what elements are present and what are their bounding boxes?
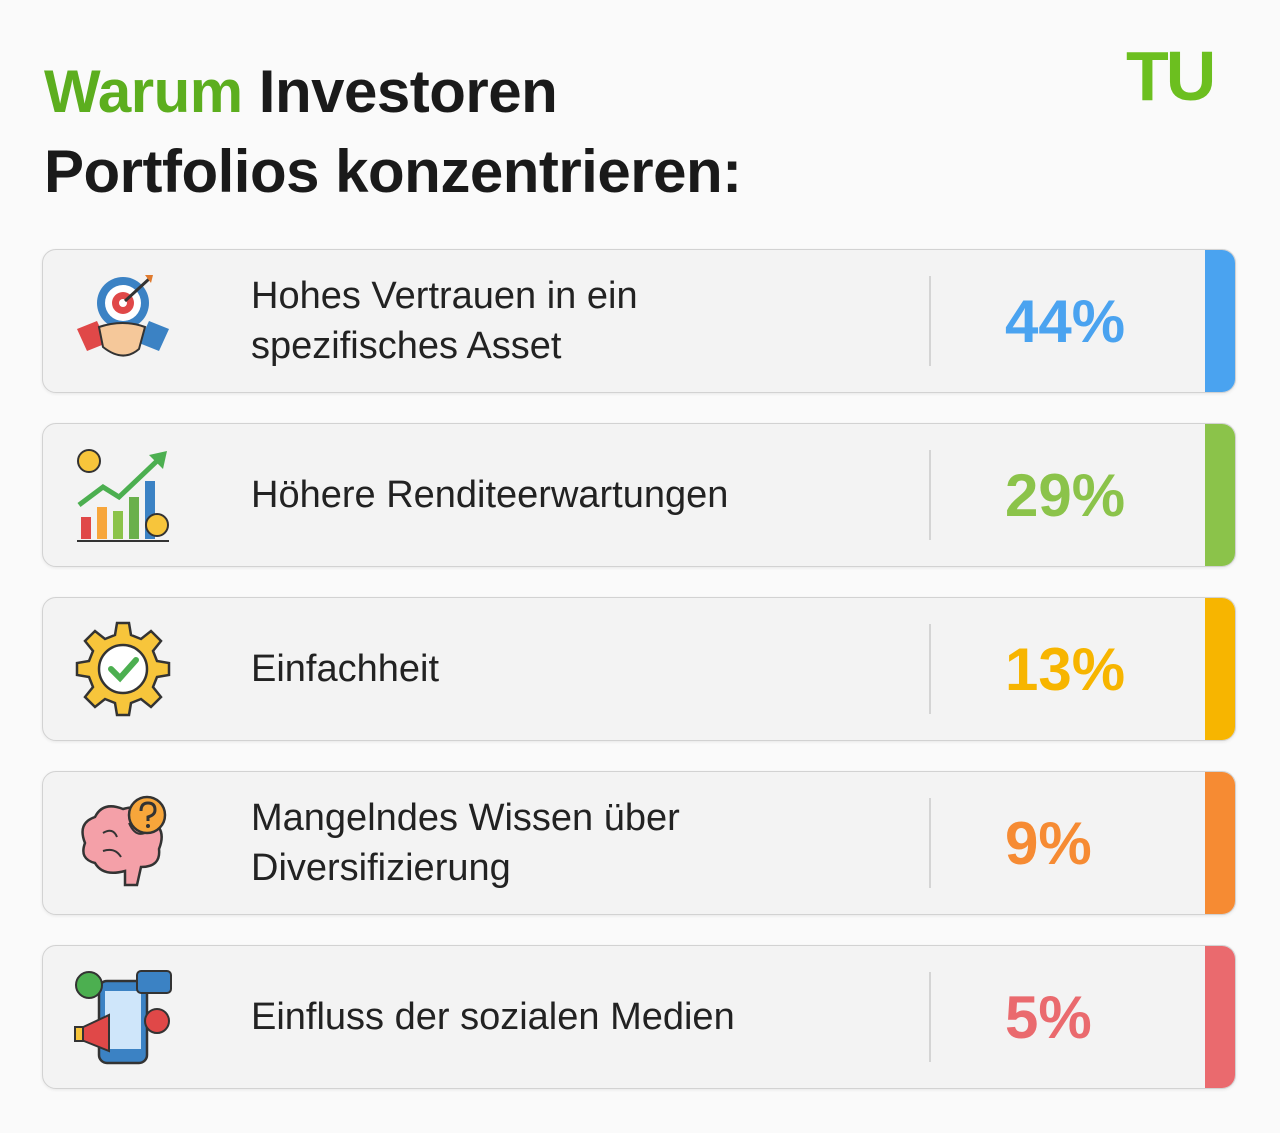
item-value: 9% xyxy=(1005,809,1092,877)
item-label: Mangelndes Wissen über Diversifizierung xyxy=(251,772,680,914)
icon-handshake xyxy=(77,275,169,357)
color-stripe xyxy=(1205,250,1235,392)
label-line: Diversifizierung xyxy=(251,847,511,889)
color-stripe xyxy=(1205,424,1235,566)
item-card: Einfachheit 13% xyxy=(42,597,1236,741)
label-line: Einfachheit xyxy=(251,648,440,690)
icon-growth xyxy=(77,449,169,542)
logo: TU xyxy=(1126,37,1216,115)
item-value: 5% xyxy=(1005,983,1092,1051)
icon-gear xyxy=(75,621,171,717)
label-line: Mangelndes Wissen über xyxy=(251,797,680,839)
icon-brain xyxy=(81,795,167,887)
item-label: Einfluss der sozialen Medien xyxy=(251,946,735,1088)
item-label: Hohes Vertrauen in ein spezifisches Asset xyxy=(251,250,638,392)
item-label: Einfachheit xyxy=(251,598,439,740)
color-stripe xyxy=(1205,598,1235,740)
color-stripe xyxy=(1205,946,1235,1088)
title: Warum Investoren Portfolios konzentrieren… xyxy=(44,52,742,212)
color-stripe xyxy=(1205,772,1235,914)
divider xyxy=(929,972,931,1062)
label-line: spezifisches Asset xyxy=(251,325,562,367)
item-card: Mangelndes Wissen über Diversifizierung 9… xyxy=(42,771,1236,915)
divider xyxy=(929,798,931,888)
item-label: Höhere Renditeerwartungen xyxy=(251,424,728,566)
item-card: Einfluss der sozialen Medien 5% xyxy=(42,945,1236,1089)
title-line2: Portfolios konzentrieren: xyxy=(44,138,742,205)
item-value: 13% xyxy=(1005,635,1126,703)
divider xyxy=(929,276,931,366)
divider xyxy=(929,624,931,714)
label-line: Einfluss der sozialen Medien xyxy=(251,996,735,1038)
label-line: Hohes Vertrauen in ein xyxy=(251,275,638,317)
item-value: 29% xyxy=(1005,461,1126,529)
item-value: 44% xyxy=(1005,287,1126,355)
item-card: Höhere Renditeerwartungen 29% xyxy=(42,423,1236,567)
icon-social xyxy=(74,970,172,1065)
divider xyxy=(929,450,931,540)
label-line: Höhere Renditeerwartungen xyxy=(251,474,729,516)
title-highlight: Warum xyxy=(44,58,243,125)
title-rest: Investoren xyxy=(258,58,558,125)
item-card: Hohes Vertrauen in ein spezifisches Asset… xyxy=(42,249,1236,393)
